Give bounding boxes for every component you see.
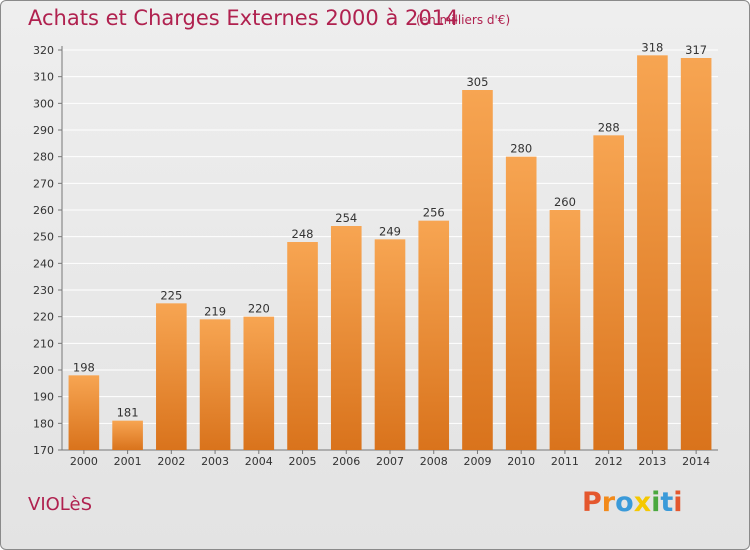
bar-2004 — [243, 316, 275, 450]
y-tick-label: 240 — [33, 257, 54, 270]
chart-title: Achats et Charges Externes 2000 à 2014 — [28, 6, 459, 30]
data-label-2011: 260 — [554, 195, 576, 209]
x-tick-label: 2008 — [420, 455, 448, 468]
logo-letter: i — [651, 487, 661, 518]
data-label-2013: 318 — [641, 40, 663, 54]
y-tick-label: 270 — [33, 177, 54, 190]
logo-letter: o — [615, 487, 634, 518]
y-tick-label: 220 — [33, 311, 54, 324]
data-label-2003: 219 — [204, 304, 226, 318]
x-tick-label: 2002 — [157, 455, 185, 468]
bar-2008 — [418, 220, 450, 450]
data-label-2012: 288 — [598, 120, 620, 134]
data-label-2005: 248 — [292, 227, 314, 241]
logo-letter: i — [673, 487, 683, 518]
y-tick-label: 260 — [33, 204, 54, 217]
data-label-2001: 181 — [117, 406, 139, 420]
x-tick-label: 2004 — [245, 455, 273, 468]
y-tick-label: 230 — [33, 284, 54, 297]
y-tick-label: 200 — [33, 364, 54, 377]
logo-letter: t — [660, 487, 674, 518]
x-tick-labels: 2000 2001 2002 2003 2004 2005 2006 2007 2008 2009… — [70, 455, 710, 468]
bar-2007 — [374, 239, 406, 450]
y-tick-label: 180 — [33, 417, 54, 430]
proxiti-logo[interactable]: Proxiti — [582, 487, 683, 518]
x-tick-label: 2013 — [638, 455, 666, 468]
y-tick-label: 210 — [33, 337, 54, 350]
y-tick-label: 290 — [33, 124, 54, 137]
bar-2002 — [156, 303, 187, 450]
bars — [68, 55, 712, 451]
data-label-2000: 198 — [73, 360, 95, 374]
bar-2014 — [680, 58, 712, 450]
data-label-2002: 225 — [160, 288, 182, 302]
data-label-2006: 254 — [335, 211, 357, 225]
commune-name: VIOLèS — [28, 494, 93, 515]
chart-subtitle: (en milliers d'€) — [416, 13, 511, 27]
bar-2013 — [637, 55, 668, 450]
bar-2006 — [330, 226, 362, 450]
x-tick-label: 2005 — [289, 455, 317, 468]
y-tick-label: 280 — [33, 151, 54, 164]
x-tick-label: 2010 — [507, 455, 535, 468]
logo-letter: r — [601, 487, 616, 518]
y-tick-label: 250 — [33, 231, 54, 244]
bar-2005 — [287, 242, 318, 450]
data-label-2009: 305 — [466, 75, 488, 89]
logo-letter: x — [633, 487, 652, 518]
x-tick-label: 2003 — [201, 455, 229, 468]
y-tick-label: 320 — [33, 44, 54, 57]
y-tick-label: 170 — [33, 444, 54, 457]
data-label-2010: 280 — [510, 142, 532, 156]
bar-2000 — [68, 375, 100, 450]
y-tick-label: 310 — [33, 71, 54, 84]
y-tick-labels: 170 180 190 200 210 220 230 240 250 260 270 280 290 3… — [33, 44, 54, 457]
x-tick-label: 2007 — [376, 455, 404, 468]
x-tick-label: 2006 — [332, 455, 360, 468]
bar-2009 — [462, 90, 493, 450]
bar-2001 — [112, 420, 143, 450]
logo-letter: P — [582, 487, 602, 518]
y-tick-label: 300 — [33, 97, 54, 110]
y-tick-label: 190 — [33, 391, 54, 404]
x-tick-label: 2014 — [682, 455, 710, 468]
x-tick-label: 2001 — [114, 455, 142, 468]
x-tick-label: 2012 — [595, 455, 623, 468]
data-label-2014: 317 — [685, 43, 707, 57]
data-label-2007: 249 — [379, 224, 401, 238]
data-label-2008: 256 — [423, 206, 445, 220]
bar-2010 — [505, 156, 537, 450]
bar-2003 — [199, 319, 231, 450]
x-tick-label: 2000 — [70, 455, 98, 468]
x-tick-label: 2011 — [551, 455, 579, 468]
data-labels: 198 181 225 219 220 248 254 249 256 305 280 260 288 3… — [73, 40, 707, 419]
x-tick-label: 2009 — [463, 455, 491, 468]
bar-2011 — [549, 210, 581, 450]
data-label-2004: 220 — [248, 302, 270, 316]
bar-2012 — [593, 135, 624, 451]
